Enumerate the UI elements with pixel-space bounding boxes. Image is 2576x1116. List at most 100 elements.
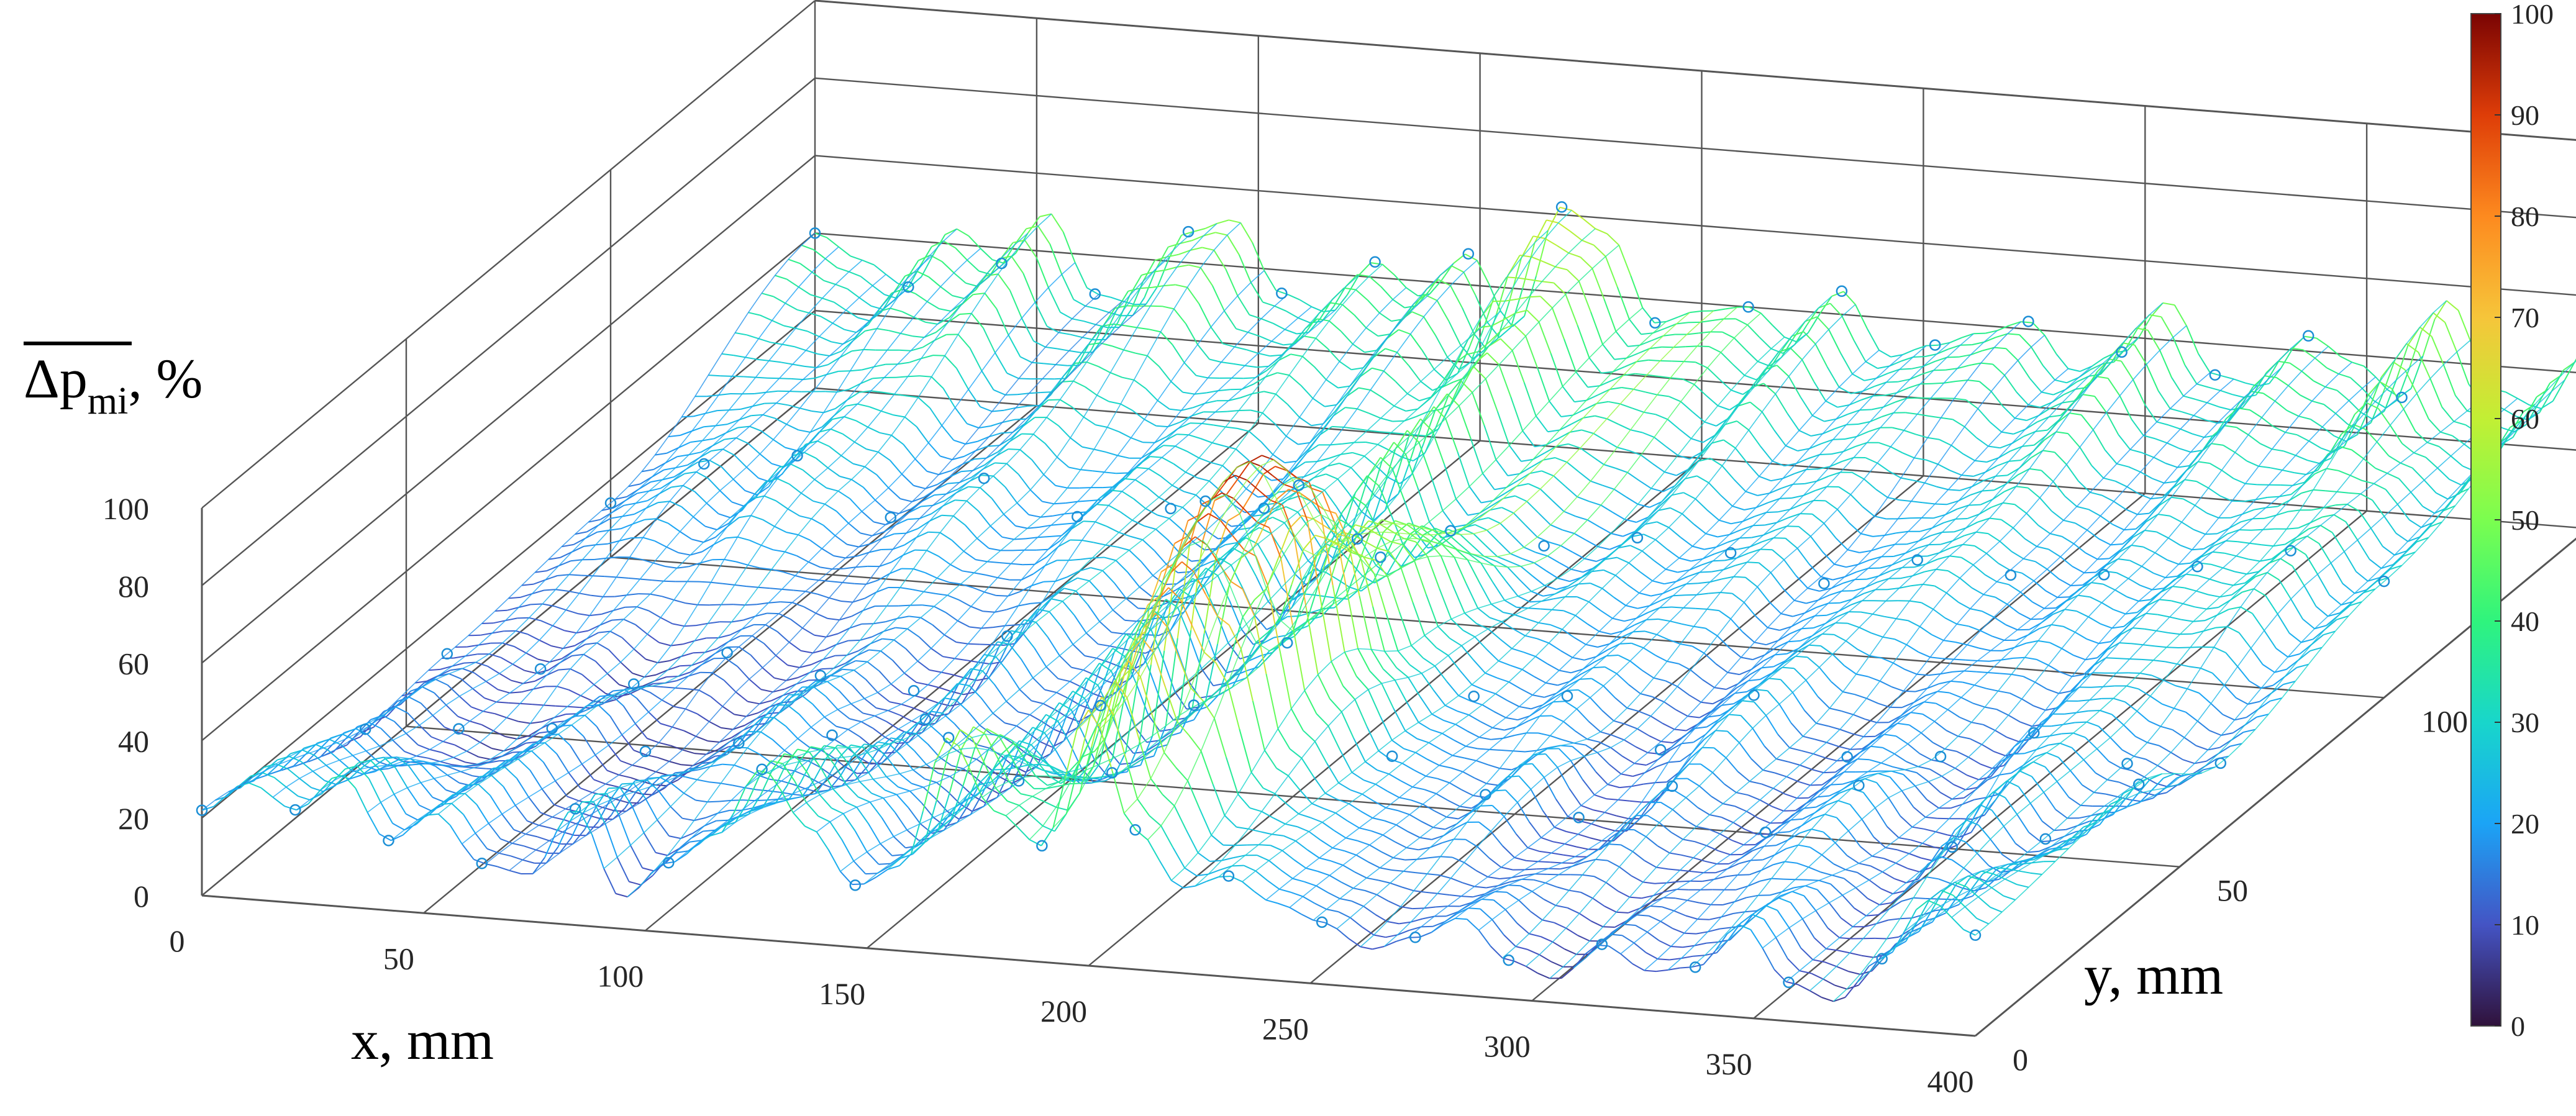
mesh-line-x <box>1934 585 1947 594</box>
mesh-line-x <box>1368 412 1381 419</box>
mesh-line-x <box>1696 592 1709 596</box>
mesh-line-x <box>1531 704 1544 710</box>
mesh-line-x <box>1627 584 1640 594</box>
mesh-line-x <box>547 565 559 572</box>
mesh-line-x <box>788 404 801 409</box>
mesh-line-x <box>700 445 713 453</box>
mesh-line-x <box>906 395 919 398</box>
mesh-line-x <box>683 730 696 737</box>
mesh-line-x <box>2224 684 2237 699</box>
mesh-line-x <box>770 342 783 345</box>
mesh-line-x <box>2185 711 2198 722</box>
mesh-line-x <box>1889 360 1901 367</box>
mesh-line-x <box>1155 529 1168 540</box>
mesh-line-x <box>676 675 689 682</box>
mesh-line-x <box>2143 435 2155 440</box>
mesh-line-x <box>844 329 857 333</box>
mesh-line-x <box>1687 571 1700 578</box>
mesh-line-x <box>1195 494 1208 506</box>
mesh-line-x <box>1576 708 1590 722</box>
mesh-line-x <box>1073 615 1087 633</box>
mesh-line-x <box>1672 492 1684 496</box>
mesh-line-x <box>1765 365 1777 370</box>
mesh-line-x <box>629 556 642 560</box>
mesh-line-x <box>1294 622 1307 637</box>
mesh-line-x <box>1801 750 1814 755</box>
mesh-line-x <box>1625 724 1638 730</box>
mesh-line-x <box>1822 633 1834 635</box>
mesh-line-x <box>573 537 586 545</box>
mesh-line-x <box>1531 459 1544 468</box>
mesh-line-x <box>1278 353 1291 361</box>
mesh-line-x <box>1403 538 1416 543</box>
mesh-line-x <box>1926 558 1938 565</box>
mesh-line-x <box>1986 687 1998 692</box>
mesh-line-x <box>1550 624 1563 630</box>
mesh-line-x <box>1219 557 1232 566</box>
mesh-line-x <box>1206 694 1220 707</box>
mesh-line-x <box>1850 748 1862 750</box>
mesh-line-x <box>2325 490 2337 492</box>
mesh-line-x <box>1652 328 1665 334</box>
mesh-line-x <box>1163 445 1176 447</box>
mesh-line-x <box>1381 264 1395 276</box>
mesh-line-x <box>1419 696 1433 715</box>
mesh-line-x <box>847 543 859 548</box>
mesh-line-x <box>790 619 803 629</box>
mesh-line-x <box>1643 782 1655 785</box>
mesh-line-x <box>1667 660 1680 665</box>
mesh-line-x <box>1693 734 1706 743</box>
mesh-line-x <box>1430 728 1443 734</box>
mesh-line-x <box>1162 456 1175 465</box>
mesh-line-x <box>1329 320 1342 332</box>
mesh-line-x <box>2146 612 2158 615</box>
mesh-line-x <box>1751 534 1764 538</box>
mesh-line-x <box>1523 651 1536 658</box>
mesh-line-x <box>1816 602 1829 608</box>
mesh-line-x <box>922 494 935 502</box>
mesh-line-x <box>2011 673 2024 678</box>
mesh-line-x <box>1639 340 1652 346</box>
mesh-line-x <box>2328 612 2340 617</box>
mesh-line-x <box>774 417 787 425</box>
mesh-line-x <box>440 665 453 670</box>
mesh-line-x <box>1713 560 1725 562</box>
mesh-line-x <box>1652 463 1665 473</box>
mesh-line-x <box>2098 641 2111 645</box>
mesh-line-x <box>1132 410 1145 420</box>
mesh-line-x <box>2055 809 2068 819</box>
mesh-line-x <box>2059 578 2072 586</box>
mesh-line-x <box>2313 489 2326 492</box>
mesh-line-x <box>1545 570 1559 579</box>
mesh-line-x <box>1877 365 1890 370</box>
mesh-line-x <box>1834 424 1847 430</box>
mesh-line-x <box>908 728 921 743</box>
mesh-line-x <box>1369 670 1382 684</box>
mesh-line-x <box>2326 367 2339 374</box>
mesh-line-x <box>2139 790 2152 803</box>
mesh-line-x <box>1985 706 1997 710</box>
mesh-line-x <box>1577 496 1590 502</box>
mesh-line-x <box>1566 461 1580 473</box>
mesh-line-x <box>1225 268 1239 296</box>
mesh-line-x <box>1601 709 1614 722</box>
mesh-line-x <box>2032 601 2045 609</box>
mesh-line-x <box>2381 564 2393 569</box>
mesh-line-x <box>761 430 774 440</box>
mesh-line-x <box>2301 489 2314 494</box>
mesh-line-x <box>1508 681 1521 689</box>
mesh-line-x <box>1340 519 1353 528</box>
mesh-line-x <box>1075 361 1087 364</box>
mesh-line-x <box>721 727 733 730</box>
mesh-line-x <box>1968 756 1981 765</box>
mesh-line-x <box>994 352 1008 374</box>
mesh-line-x <box>1285 506 1298 513</box>
mesh-line-x <box>1567 269 1580 282</box>
mesh-line-x <box>1515 309 1527 314</box>
mesh-line-x <box>642 537 655 542</box>
mesh-line-x <box>1943 761 1955 769</box>
mesh-line-x <box>745 356 758 360</box>
mesh-line-x <box>1818 594 1831 601</box>
mesh-line-x <box>1857 648 1870 656</box>
mesh-line-x <box>1396 352 1409 366</box>
